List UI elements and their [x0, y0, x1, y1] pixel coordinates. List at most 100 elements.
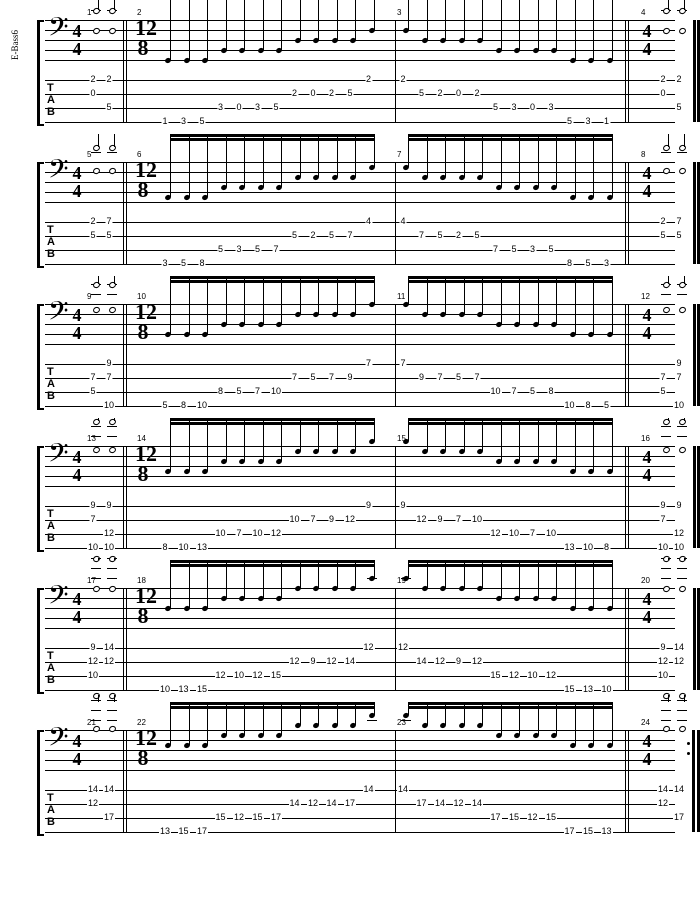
- tab-fret: 2: [436, 89, 443, 98]
- tab-fret: 5: [89, 231, 96, 240]
- beam: [408, 276, 612, 279]
- tab-fret: 5: [254, 245, 261, 254]
- tab-fret: 9: [399, 501, 406, 510]
- bar-number: 16: [641, 434, 650, 443]
- tab-fret: 17: [103, 813, 115, 822]
- note-stem: [189, 0, 190, 60]
- tab-fret: 2: [675, 75, 682, 84]
- tab-fret: 10: [657, 671, 669, 680]
- note-stem: [684, 134, 685, 147]
- time-signature: 4: [69, 306, 85, 324]
- tab-fret: 7: [436, 373, 443, 382]
- music-system: 𝄢TAB567844275512835853575257447525753585…: [15, 162, 685, 292]
- tab-fret: 9: [328, 515, 335, 524]
- tab-fret: 7: [365, 359, 372, 368]
- music-system: 𝄢TAB212223244414141217128131517151215171…: [15, 730, 685, 860]
- tab-fret: 12: [471, 657, 483, 666]
- tab-fret: 12: [526, 813, 538, 822]
- system-bracket: [37, 730, 44, 836]
- tab-fret: 9: [455, 657, 462, 666]
- tab-fret: 15: [563, 685, 575, 694]
- tab-fret: 0: [309, 89, 316, 98]
- tab-fret: 2: [659, 217, 666, 226]
- note: [678, 585, 687, 593]
- note-stem: [263, 134, 264, 187]
- tab-fret: 17: [673, 813, 685, 822]
- tab-fret: 10: [87, 543, 99, 552]
- time-signature: 8: [135, 322, 151, 342]
- tab-label: TAB: [47, 792, 55, 828]
- tab-fret: 14: [288, 799, 300, 808]
- tab-fret: 12: [657, 657, 669, 666]
- tab-fret: 12: [270, 529, 282, 538]
- tab-fret: 14: [471, 799, 483, 808]
- tab-fret: 7: [89, 373, 96, 382]
- note: [678, 7, 687, 15]
- tab-fret: 15: [489, 671, 501, 680]
- tab-fret: 12: [103, 657, 115, 666]
- tab-fret: 10: [270, 387, 282, 396]
- note-stem: [612, 418, 613, 471]
- tab-fret: 9: [659, 643, 666, 652]
- tab-fret: 7: [235, 529, 242, 538]
- beam: [170, 422, 374, 425]
- tab-fret: 8: [566, 259, 573, 268]
- tab-fret: 5: [180, 259, 187, 268]
- tab-fret: 9: [89, 501, 96, 510]
- time-signature: 4: [69, 324, 85, 342]
- system-bracket: [37, 588, 44, 694]
- note-stem: [114, 134, 115, 147]
- time-signature: 8: [135, 748, 151, 768]
- tab-fret: 5: [291, 231, 298, 240]
- tab-fret: 5: [455, 373, 462, 382]
- tab-staff: [45, 648, 675, 690]
- tab-fret: 5: [584, 259, 591, 268]
- time-signature: 4: [639, 732, 655, 750]
- tab-staff: [45, 222, 675, 264]
- note-stem: [114, 276, 115, 284]
- time-signature: 4: [69, 448, 85, 466]
- note-stem: [668, 418, 669, 421]
- time-signature: 4: [639, 608, 655, 626]
- tab-fret: 3: [235, 245, 242, 254]
- bass-clef-icon: 𝄢: [48, 724, 69, 756]
- time-signature: 8: [135, 180, 151, 200]
- bar-number: 12: [641, 292, 650, 301]
- note-stem: [668, 558, 669, 560]
- tab-fret: 7: [105, 373, 112, 382]
- tab-fret: 10: [196, 401, 208, 410]
- note-stem: [538, 134, 539, 187]
- bar-number: 7: [397, 150, 401, 159]
- tab-fret: 14: [434, 799, 446, 808]
- tab-fret: 14: [325, 799, 337, 808]
- bar-number: 8: [641, 150, 645, 159]
- time-signature: 8: [135, 606, 151, 626]
- note-stem: [668, 0, 669, 10]
- note-stem: [684, 558, 685, 560]
- tab-fret: 5: [529, 387, 536, 396]
- time-signature: 4: [639, 164, 655, 182]
- beam: [170, 702, 374, 705]
- time-signature: 8: [135, 38, 151, 58]
- tab-fret: 7: [346, 231, 353, 240]
- tab-fret: 0: [235, 103, 242, 112]
- note-stem: [207, 418, 208, 471]
- note-stem: [464, 0, 465, 40]
- tab-fret: 15: [545, 813, 557, 822]
- tab-fret: 9: [418, 373, 425, 382]
- note: [678, 692, 687, 700]
- tab-fret: 7: [473, 373, 480, 382]
- tab-fret: 3: [254, 103, 261, 112]
- time-signature: 4: [639, 750, 655, 768]
- time-signature: 4: [69, 182, 85, 200]
- tab-fret: 15: [214, 813, 226, 822]
- beam: [408, 134, 612, 137]
- tab-fret: 8: [198, 259, 205, 268]
- tab-fret: 8: [603, 543, 610, 552]
- tab-fret: 4: [399, 217, 406, 226]
- tab-fret: 14: [344, 657, 356, 666]
- note-stem: [684, 418, 685, 421]
- note: [678, 144, 687, 152]
- note-stem: [501, 0, 502, 50]
- tab-fret: 14: [657, 785, 669, 794]
